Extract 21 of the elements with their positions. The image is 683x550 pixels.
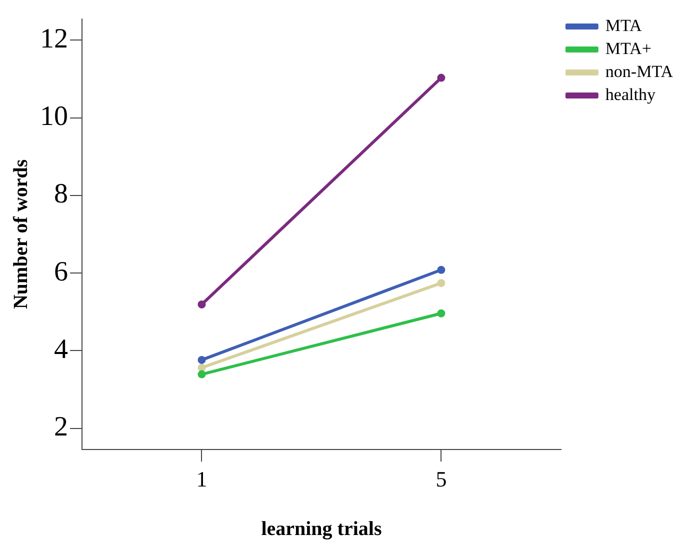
legend-label: non-MTA xyxy=(605,62,674,81)
x-axis-title: learning trials xyxy=(261,518,382,540)
point xyxy=(437,279,446,288)
point xyxy=(437,309,446,318)
point xyxy=(198,370,206,378)
y-tick-label: 2 xyxy=(54,412,68,443)
x-tick-label: 5 xyxy=(436,466,447,492)
point xyxy=(198,356,206,364)
y-tick-label: 6 xyxy=(54,256,68,288)
y-tick-label: 4 xyxy=(54,334,68,365)
legend-label: healthy xyxy=(605,84,656,104)
legend-label: MTA+ xyxy=(605,38,652,58)
y-tick-label: 10 xyxy=(40,101,68,132)
y-axis-title: Number of words xyxy=(10,159,32,310)
x-tick-label: 1 xyxy=(196,466,208,492)
legend-label: MTA xyxy=(605,16,643,35)
y-tick-label: 8 xyxy=(54,178,68,210)
point xyxy=(437,266,446,274)
point xyxy=(198,300,206,308)
y-tick-label: 12 xyxy=(40,24,68,55)
point xyxy=(437,74,446,82)
